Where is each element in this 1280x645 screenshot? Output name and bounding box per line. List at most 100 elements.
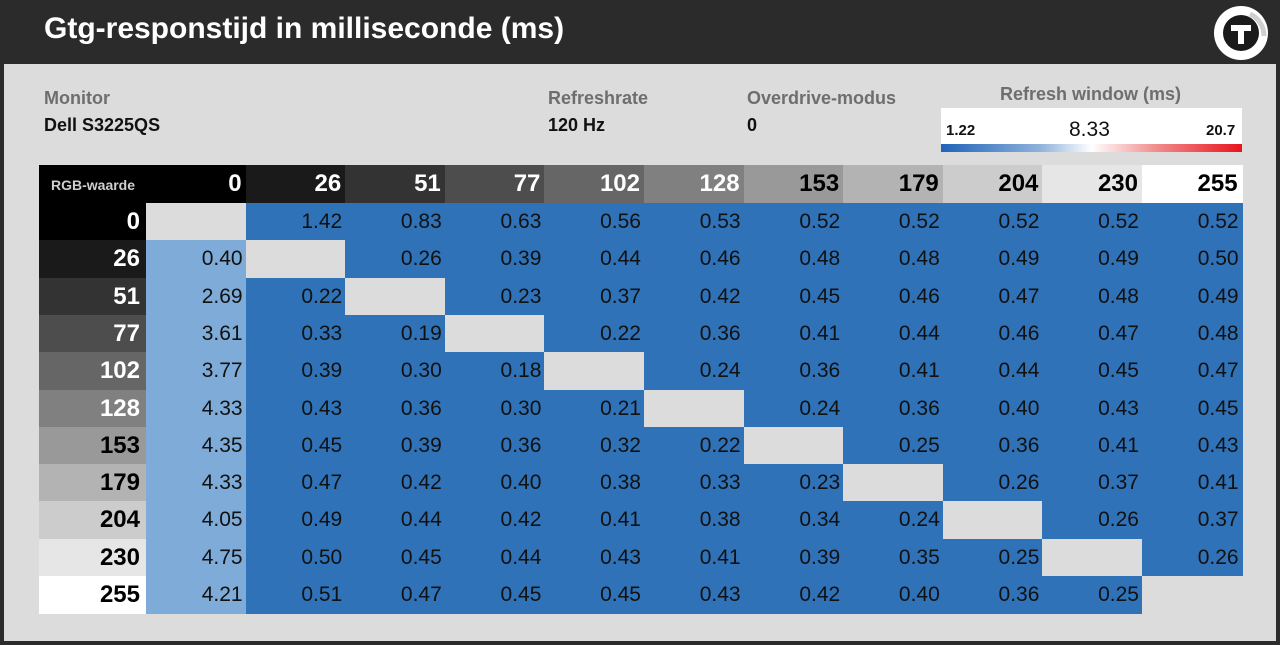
data-cell: 0.47 bbox=[942, 277, 1044, 316]
overdrive-label: Overdrive-modus bbox=[747, 88, 897, 108]
data-cell: 0.43 bbox=[1142, 426, 1243, 466]
data-cell: 0.36 bbox=[843, 389, 944, 428]
data-cell: 4.33 bbox=[146, 389, 247, 428]
data-cell: 0.49 bbox=[942, 240, 1044, 279]
data-cell: 0.36 bbox=[444, 426, 546, 466]
data-cell: 0.33 bbox=[644, 464, 745, 503]
data-cell: 0.25 bbox=[942, 538, 1044, 577]
column-header: 153 bbox=[743, 165, 845, 203]
data-cell: 0.52 bbox=[1042, 203, 1143, 242]
data-cell: 4.75 bbox=[146, 538, 247, 577]
data-cell: 0.35 bbox=[843, 538, 944, 577]
legend-title: Refresh window (ms) bbox=[1000, 84, 1182, 104]
data-cell: 0.40 bbox=[146, 240, 247, 279]
column-header: 230 bbox=[1042, 165, 1143, 203]
column-header: 128 bbox=[644, 165, 745, 203]
column-header: 204 bbox=[942, 165, 1044, 203]
data-cell: 0.44 bbox=[345, 501, 446, 540]
row-header: 204 bbox=[39, 501, 146, 540]
data-cell: 0.37 bbox=[1042, 464, 1143, 503]
diagonal-cell bbox=[444, 314, 546, 354]
data-cell: 0.30 bbox=[345, 352, 446, 391]
data-cell: 0.26 bbox=[345, 240, 446, 279]
data-cell: 0.47 bbox=[345, 576, 446, 615]
data-cell: 0.19 bbox=[345, 314, 446, 354]
data-cell: 0.48 bbox=[1142, 314, 1243, 354]
legend-mid: 8.33 bbox=[1069, 118, 1110, 141]
data-cell: 0.39 bbox=[245, 352, 347, 391]
refreshrate-label: Refreshrate bbox=[548, 88, 649, 108]
diagonal-cell bbox=[743, 426, 845, 466]
diagonal-cell bbox=[1142, 576, 1243, 615]
row-header: 153 bbox=[39, 426, 146, 466]
data-cell: 0.83 bbox=[345, 203, 446, 242]
column-header: 255 bbox=[1142, 165, 1243, 203]
diagonal-cell bbox=[146, 203, 247, 242]
column-header: 179 bbox=[843, 165, 944, 203]
data-cell: 0.39 bbox=[345, 426, 446, 466]
column-header: 0 bbox=[146, 165, 247, 203]
data-cell: 0.49 bbox=[245, 501, 347, 540]
row-header: 128 bbox=[39, 389, 146, 428]
diagonal-cell bbox=[843, 464, 944, 503]
data-cell: 0.53 bbox=[644, 203, 745, 242]
monitor-label: Monitor bbox=[44, 88, 110, 108]
legend-color-scale bbox=[941, 144, 1242, 152]
data-cell: 0.30 bbox=[444, 389, 546, 428]
refreshrate-value: 120 Hz bbox=[548, 115, 606, 135]
data-cell: 0.38 bbox=[644, 501, 745, 540]
data-cell: 0.40 bbox=[942, 389, 1044, 428]
data-cell: 0.45 bbox=[245, 426, 347, 466]
row-header: 77 bbox=[39, 314, 146, 354]
diagonal-cell bbox=[544, 352, 645, 391]
data-cell: 0.36 bbox=[942, 426, 1044, 466]
legend-max: 20.7 bbox=[1206, 122, 1236, 139]
data-cell: 0.52 bbox=[1142, 203, 1243, 242]
data-cell: 0.49 bbox=[1142, 277, 1243, 316]
data-cell: 0.39 bbox=[743, 538, 845, 577]
diagonal-cell bbox=[1042, 538, 1143, 577]
data-cell: 4.35 bbox=[146, 426, 247, 466]
column-header: 51 bbox=[345, 165, 446, 203]
corner-label: RGB-waarde bbox=[39, 165, 146, 203]
row-header: 102 bbox=[39, 352, 146, 391]
data-cell: 0.47 bbox=[245, 464, 347, 503]
data-cell: 0.52 bbox=[743, 203, 845, 242]
data-cell: 0.25 bbox=[1042, 576, 1143, 615]
data-cell: 0.43 bbox=[644, 576, 745, 615]
column-header: 102 bbox=[544, 165, 645, 203]
data-cell: 0.49 bbox=[1042, 240, 1143, 279]
data-cell: 0.18 bbox=[444, 352, 546, 391]
data-cell: 0.41 bbox=[743, 314, 845, 354]
data-cell: 0.24 bbox=[843, 501, 944, 540]
data-cell: 0.46 bbox=[942, 314, 1044, 354]
data-cell: 0.23 bbox=[444, 277, 546, 316]
row-header: 26 bbox=[39, 240, 146, 279]
data-cell: 0.47 bbox=[1042, 314, 1143, 354]
column-header: 77 bbox=[444, 165, 546, 203]
legend-min: 1.22 bbox=[946, 122, 976, 139]
data-cell: 0.48 bbox=[743, 240, 845, 279]
data-cell: 0.26 bbox=[1042, 501, 1143, 540]
data-cell: 0.46 bbox=[843, 277, 944, 316]
data-cell: 0.23 bbox=[743, 464, 845, 503]
data-cell: 0.22 bbox=[544, 314, 645, 354]
data-cell: 0.47 bbox=[1142, 352, 1243, 391]
title-bar: Gtg-responstijd in milliseconde (ms) bbox=[0, 0, 1280, 64]
data-cell: 0.26 bbox=[1142, 538, 1243, 577]
data-cell: 0.43 bbox=[1042, 389, 1143, 428]
data-cell: 0.50 bbox=[245, 538, 347, 577]
data-cell: 0.36 bbox=[942, 576, 1044, 615]
data-cell: 0.52 bbox=[843, 203, 944, 242]
row-header: 230 bbox=[39, 538, 146, 577]
data-cell: 0.36 bbox=[644, 314, 745, 354]
data-cell: 0.41 bbox=[544, 501, 645, 540]
data-cell: 0.40 bbox=[444, 464, 546, 503]
data-cell: 0.37 bbox=[1142, 501, 1243, 540]
data-cell: 4.33 bbox=[146, 464, 247, 503]
data-cell: 0.42 bbox=[345, 464, 446, 503]
data-cell: 0.32 bbox=[544, 426, 645, 466]
data-cell: 0.45 bbox=[444, 576, 546, 615]
